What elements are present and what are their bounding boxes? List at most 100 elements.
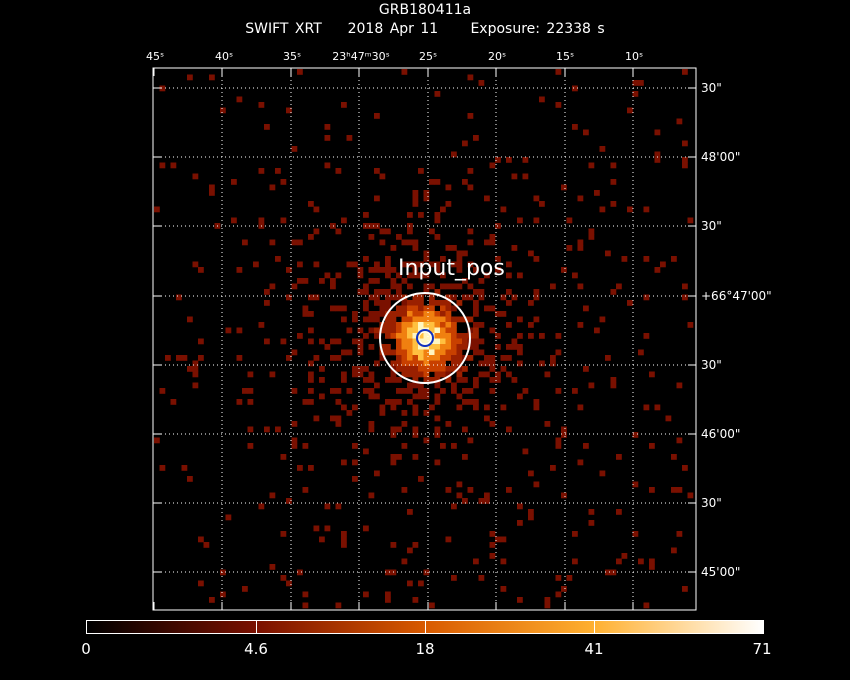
- count-pixel: [418, 294, 424, 301]
- count-pixel: [335, 228, 342, 235]
- count-pixel: [621, 256, 628, 262]
- count-pixel: [517, 503, 523, 510]
- count-pixel: [330, 278, 336, 284]
- count-pixel: [418, 360, 424, 367]
- count-pixel: [363, 316, 369, 323]
- count-pixel: [456, 267, 463, 273]
- count-pixel: [478, 360, 485, 367]
- count-pixel: [605, 355, 611, 361]
- count-pixel: [528, 322, 534, 328]
- count-pixel: [445, 487, 452, 493]
- count-pixel: [671, 487, 677, 493]
- count-pixel: [341, 377, 347, 383]
- count-pixel: [368, 316, 375, 323]
- count-pixel: [368, 311, 375, 317]
- count-pixel: [467, 487, 474, 493]
- count-pixel: [357, 344, 364, 350]
- count-pixel: [660, 261, 666, 268]
- count-pixel: [500, 536, 507, 543]
- count-pixel: [429, 228, 435, 235]
- count-pixel: [412, 377, 419, 383]
- count-pixel: [418, 366, 424, 372]
- count-pixel: [220, 107, 226, 114]
- count-pixel: [500, 558, 507, 565]
- count-pixel: [170, 399, 177, 405]
- count-pixel: [385, 305, 391, 312]
- count-pixel: [511, 344, 518, 350]
- count-pixel: [467, 113, 474, 119]
- count-pixel: [682, 69, 688, 75]
- count-pixel: [264, 300, 270, 306]
- count-pixel: [638, 80, 644, 86]
- count-pixel: [445, 371, 452, 378]
- count-pixel: [434, 366, 441, 372]
- count-pixel: [335, 355, 342, 361]
- count-pixel: [374, 267, 380, 273]
- count-pixel: [280, 179, 287, 185]
- count-pixel: [374, 316, 380, 323]
- count-pixel: [401, 410, 408, 416]
- count-pixel: [676, 118, 683, 125]
- count-pixel: [225, 327, 232, 334]
- count-pixel: [187, 476, 193, 482]
- count-pixel: [302, 311, 309, 317]
- count-pixel: [363, 283, 369, 290]
- count-pixel: [192, 382, 199, 389]
- count-pixel: [445, 311, 452, 317]
- count-pixel: [374, 333, 380, 339]
- count-pixel: [357, 338, 364, 345]
- count-pixel: [495, 311, 501, 317]
- count-pixel: [473, 382, 479, 389]
- count-pixel: [605, 569, 611, 576]
- count-pixel: [308, 360, 314, 367]
- count-pixel: [385, 289, 391, 295]
- count-pixel: [506, 426, 512, 433]
- count-pixel: [506, 371, 512, 378]
- colorbar-tick: [256, 621, 257, 633]
- count-pixel: [533, 289, 540, 295]
- count-pixel: [374, 311, 380, 317]
- count-pixel: [346, 388, 353, 394]
- count-pixel: [418, 311, 424, 317]
- count-pixel: [506, 300, 512, 306]
- count-pixel: [368, 294, 375, 301]
- count-pixel: [319, 338, 325, 345]
- count-pixel: [313, 294, 320, 301]
- count-pixel: [456, 316, 463, 323]
- count-pixel: [412, 322, 419, 328]
- count-pixel: [473, 311, 479, 317]
- count-pixel: [528, 470, 534, 477]
- count-pixel: [286, 498, 292, 504]
- count-pixel: [401, 371, 408, 378]
- count-pixel: [352, 443, 358, 449]
- count-pixel: [407, 261, 413, 268]
- count-pixel: [588, 234, 595, 240]
- count-pixel: [308, 388, 314, 394]
- count-pixel: [357, 327, 364, 334]
- count-pixel: [429, 322, 435, 328]
- count-pixel: [423, 355, 430, 361]
- count-pixel: [352, 316, 358, 323]
- count-pixel: [264, 124, 270, 130]
- count-pixel: [434, 459, 441, 466]
- count-pixel: [385, 333, 391, 339]
- count-pixel: [390, 245, 397, 251]
- count-pixel: [456, 393, 463, 400]
- count-pixel: [418, 580, 424, 587]
- ra-tick-label: 20ˢ: [487, 50, 507, 63]
- count-pixel: [390, 267, 397, 273]
- count-pixel: [495, 536, 501, 543]
- count-pixel: [500, 404, 507, 411]
- count-pixel: [478, 278, 485, 284]
- count-pixel: [555, 591, 562, 598]
- count-pixel: [671, 256, 677, 262]
- count-pixel: [489, 377, 496, 383]
- count-pixel: [423, 311, 430, 317]
- count-pixel: [297, 465, 303, 471]
- count-pixel: [429, 366, 435, 372]
- count-pixel: [302, 487, 309, 493]
- count-pixel: [379, 305, 386, 312]
- count-pixel: [302, 591, 309, 598]
- count-pixel: [456, 338, 463, 345]
- count-pixel: [258, 217, 265, 224]
